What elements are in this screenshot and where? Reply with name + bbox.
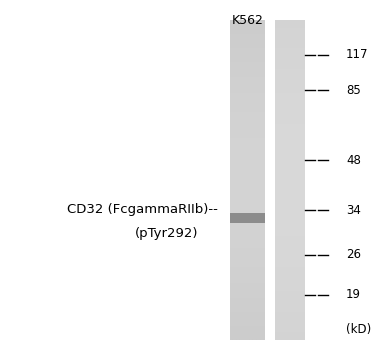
Text: 85: 85 <box>346 84 361 96</box>
Text: 117: 117 <box>346 49 368 62</box>
Text: K562: K562 <box>232 14 264 27</box>
Text: (kD): (kD) <box>346 324 371 337</box>
Text: 34: 34 <box>346 203 361 216</box>
Text: 19: 19 <box>346 288 361 302</box>
Text: 26: 26 <box>346 248 361 261</box>
Text: 48: 48 <box>346 153 361 166</box>
Text: CD32 (FcgammaRIIb)--: CD32 (FcgammaRIIb)-- <box>67 203 218 216</box>
Text: (pTyr292): (pTyr292) <box>135 226 198 239</box>
